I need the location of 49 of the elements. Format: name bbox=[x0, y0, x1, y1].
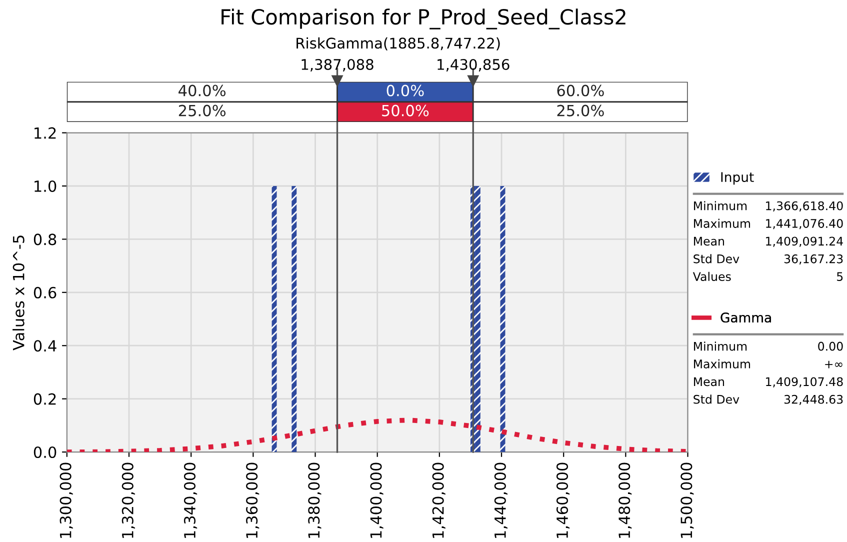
text: Std Dev bbox=[694, 394, 740, 404]
text: Values bbox=[692, 272, 731, 282]
text: Minimum bbox=[694, 342, 747, 351]
y-tick-label: 1.0 bbox=[34, 180, 56, 192]
ref-line-label: 1,387,088 bbox=[302, 58, 374, 72]
legend-label: Gamma bbox=[720, 312, 771, 323]
text: 1,409,107.48 bbox=[766, 377, 843, 388]
text: 60.0% bbox=[557, 84, 604, 96]
y-tick-label: 0.2 bbox=[34, 393, 56, 405]
x-tick-label: 1,500,000 bbox=[680, 462, 694, 538]
text: 0.00 bbox=[818, 342, 843, 351]
ref-line-label: 1,430,856 bbox=[438, 58, 510, 72]
x-tick-label: 1,300,000 bbox=[60, 462, 73, 538]
text: Maximum bbox=[694, 218, 750, 228]
text: Mean bbox=[694, 236, 724, 246]
text: 25.0% bbox=[178, 104, 226, 116]
x-tick-label: 1,460,000 bbox=[556, 462, 570, 538]
text: 36,167.23 bbox=[784, 254, 843, 265]
text: Maximum bbox=[694, 359, 750, 368]
y-tick-label: 0.8 bbox=[34, 234, 56, 246]
chart-subtitle: RiskGamma(1885.8,747.22) bbox=[296, 37, 500, 50]
x-tick-label: 1,400,000 bbox=[370, 462, 384, 538]
x-tick-label: 1,480,000 bbox=[618, 462, 632, 538]
x-tick-label: 1,360,000 bbox=[246, 462, 260, 538]
text: 1,441,076.40 bbox=[766, 219, 843, 230]
legend-label: Input bbox=[721, 172, 754, 185]
text: 1,366,618.40 bbox=[766, 201, 843, 212]
y-tick-label: 0.4 bbox=[34, 340, 56, 352]
text: 50.0% bbox=[382, 104, 429, 116]
text: Minimum bbox=[694, 201, 747, 210]
text: Mean bbox=[694, 377, 724, 386]
text: 40.0% bbox=[178, 84, 226, 96]
text: 0.0% bbox=[386, 84, 424, 96]
chart-title: Fit Comparison for P_Prod_Seed_Class2 bbox=[222, 8, 626, 30]
x-tick-label: 1,420,000 bbox=[432, 462, 446, 538]
x-tick-label: 1,320,000 bbox=[122, 462, 135, 538]
text: Std Dev bbox=[694, 254, 740, 264]
y-tick-label: 0.0 bbox=[34, 446, 56, 458]
text: 32,448.63 bbox=[784, 394, 843, 406]
x-tick-label: 1,440,000 bbox=[494, 462, 508, 538]
x-tick-label: 1,340,000 bbox=[184, 462, 198, 538]
y-tick-label: 1.2 bbox=[34, 127, 56, 139]
text: +∞ bbox=[825, 360, 842, 368]
x-tick-label: 1,380,000 bbox=[308, 462, 322, 538]
text: 1,409,091.24 bbox=[766, 236, 843, 247]
y-tick-label: 0.6 bbox=[34, 286, 56, 298]
text: 5 bbox=[837, 272, 843, 282]
text: 25.0% bbox=[557, 104, 604, 116]
y-axis-title: Values x 10^-5 bbox=[12, 236, 24, 350]
